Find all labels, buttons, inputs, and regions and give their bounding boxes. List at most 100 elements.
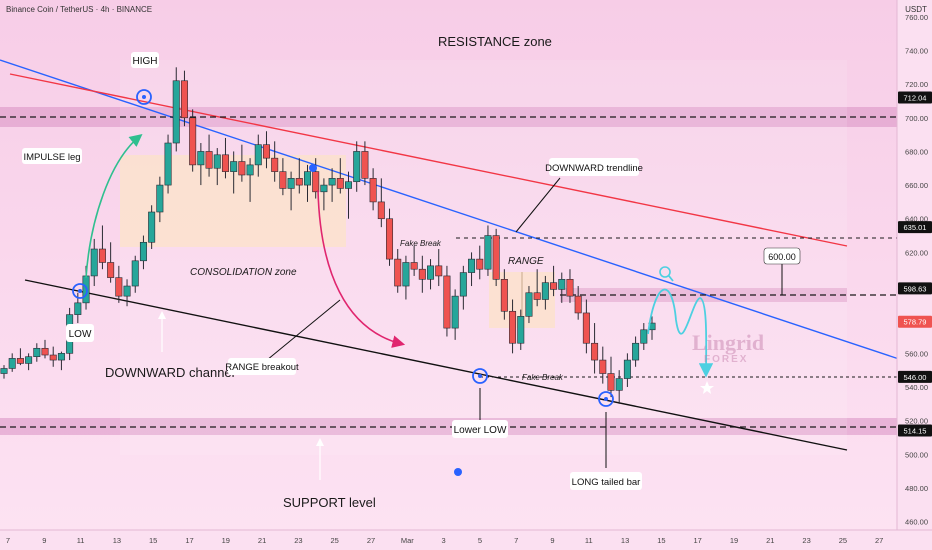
- x-tick-label: 21: [258, 536, 266, 545]
- candle-body: [607, 373, 615, 391]
- candle-body: [74, 302, 82, 315]
- candle-body: [418, 268, 426, 280]
- candle-body: [8, 358, 16, 369]
- x-tick-label: 13: [621, 536, 629, 545]
- symbol-header: Binance Coin / TetherUS · 4h · BINANCE: [6, 5, 152, 14]
- x-tick-label: 17: [694, 536, 702, 545]
- candle-body: [16, 358, 24, 364]
- candle-body: [394, 258, 402, 287]
- candle-body: [361, 151, 369, 179]
- support-arrowhead: [316, 438, 324, 446]
- price-tag-label: 635.01: [904, 223, 927, 232]
- candles-layer: [0, 67, 656, 404]
- candle-body: [254, 144, 262, 166]
- candle-body: [517, 316, 525, 344]
- x-tick-label: 19: [222, 536, 230, 545]
- price-tag-label: 546.00: [904, 373, 927, 382]
- projection-path: [647, 288, 714, 378]
- price-tags: 712.04 635.01 598.63 578.79 546.00 514.15: [898, 91, 932, 437]
- candle-body: [328, 178, 336, 186]
- candle-body: [148, 211, 156, 243]
- candle-body: [221, 154, 229, 172]
- y-tick-label: 680.00: [905, 147, 928, 156]
- annotations-layer: RESISTANCE zone HIGH IMPULSE leg CONSOLI…: [22, 34, 801, 510]
- candle-body: [509, 310, 517, 344]
- pivots-layer: [72, 89, 714, 476]
- candle-body: [33, 347, 41, 357]
- candle-body: [131, 260, 139, 287]
- price-tag-label: 514.15: [904, 426, 927, 435]
- candle-body: [402, 262, 410, 287]
- x-tick-label: Mar: [401, 536, 414, 545]
- downward-channel-label: DOWNWARD channel: [105, 365, 235, 380]
- candle-body: [90, 248, 98, 277]
- watermark: Lingrid FOREX: [692, 330, 764, 365]
- y-tick-label: 640.00: [905, 215, 928, 224]
- x-ticks: 7 9 11 13 15 17 19 21 23 25 27 Mar 3 5 7 9 11 13 15 17 19 21 2…: [6, 536, 883, 545]
- channel-bottom-line: [24, 279, 848, 451]
- magnifier-handle: [668, 275, 674, 282]
- time-axis-bg: [0, 530, 932, 550]
- candle-body: [49, 354, 57, 361]
- candle-body: [591, 342, 599, 361]
- candle-body: [435, 265, 443, 277]
- support-band: [0, 418, 897, 435]
- trendlines: [0, 59, 932, 468]
- long-tail-circle: [598, 391, 614, 407]
- x-tick-label: 7: [514, 536, 518, 545]
- target-star-icon: [700, 381, 714, 394]
- candle-body: [582, 312, 590, 344]
- downward-trendline-blue: [0, 59, 932, 371]
- downward-trendline-label-box: [549, 158, 639, 176]
- x-tick-label: 9: [42, 536, 46, 545]
- price-axis[interactable]: USDT: [896, 0, 932, 530]
- candle-body: [279, 171, 287, 189]
- breakdown-arrow: [317, 189, 406, 348]
- candle-body: [476, 258, 484, 270]
- watermark-sub: FOREX: [704, 354, 748, 365]
- impulse-label: IMPULSE leg: [23, 152, 80, 163]
- candle-body: [238, 161, 246, 176]
- candle-body: [640, 329, 648, 344]
- target-label: 600.00: [768, 252, 796, 262]
- downward-trendline-label: DOWNWARD trendline: [545, 163, 643, 174]
- y-tick-label: 500.00: [905, 450, 928, 459]
- candle-body: [484, 235, 492, 270]
- low-circle: [72, 283, 88, 299]
- price-tag-box: [898, 315, 932, 328]
- price-tag-box: [898, 424, 932, 437]
- event-dot: [454, 468, 462, 476]
- candle-body: [443, 275, 451, 329]
- candle-body: [468, 258, 476, 273]
- candle-body: [295, 178, 303, 186]
- magnifier-icon: [659, 266, 671, 278]
- x-tick-label: 23: [802, 536, 810, 545]
- price-tag-box: [898, 221, 932, 234]
- candle-body: [451, 295, 459, 329]
- x-tick-label: 5: [478, 536, 482, 545]
- candle-body: [230, 161, 238, 172]
- impulse-label-box: [22, 148, 82, 164]
- range-label: RANGE: [508, 256, 544, 267]
- support-label: SUPPORT level: [283, 495, 376, 510]
- candle-body: [205, 151, 213, 169]
- lower-low-label: Lower LOW: [454, 425, 507, 436]
- candle-body: [107, 262, 115, 278]
- channel-arrowhead: [158, 311, 166, 319]
- x-tick-label: 27: [367, 536, 375, 545]
- candle-body: [189, 117, 197, 166]
- range-breakout-label-box: [228, 358, 296, 375]
- candle-body: [123, 285, 131, 297]
- consolidation-label: CONSOLIDATION zone: [190, 267, 297, 278]
- candle-body: [500, 279, 508, 312]
- time-axis[interactable]: [0, 529, 932, 550]
- price-tag-box: [898, 370, 932, 383]
- long-tail-dot: [604, 397, 608, 401]
- pivot-dot-blue: [309, 164, 317, 172]
- candle-body: [262, 144, 270, 159]
- candle-body: [427, 265, 435, 280]
- x-tick-label: 11: [585, 536, 593, 545]
- candle-body: [303, 171, 311, 186]
- x-tick-label: 27: [875, 536, 883, 545]
